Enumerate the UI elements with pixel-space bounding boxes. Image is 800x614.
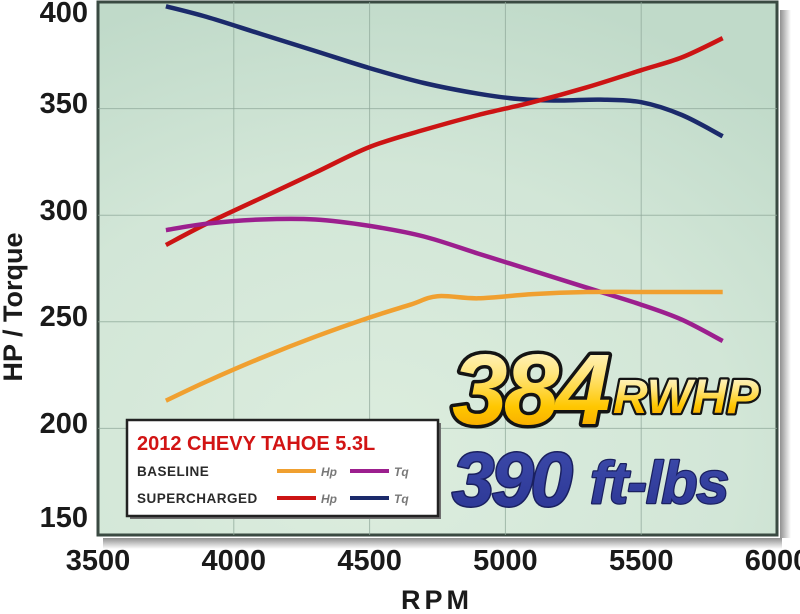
svg-text:Tq: Tq xyxy=(394,492,409,506)
svg-text:350: 350 xyxy=(40,88,88,120)
svg-text:150: 150 xyxy=(40,502,88,534)
svg-text:390: 390 xyxy=(452,438,573,523)
svg-text:4500: 4500 xyxy=(337,545,402,577)
svg-text:BASELINE: BASELINE xyxy=(137,464,209,479)
svg-text:6000: 6000 xyxy=(745,545,800,577)
svg-text:300: 300 xyxy=(40,195,88,227)
svg-text:5000: 5000 xyxy=(473,545,538,577)
svg-text:Hp: Hp xyxy=(321,492,337,506)
svg-text:Hp: Hp xyxy=(321,465,337,479)
svg-text:HP / Torque: HP / Torque xyxy=(0,232,28,381)
svg-text:2012 CHEVY TAHOE 5.3L: 2012 CHEVY TAHOE 5.3L xyxy=(137,433,375,455)
svg-text:384: 384 xyxy=(452,334,609,446)
svg-text:3500: 3500 xyxy=(66,545,131,577)
svg-text:RWHP: RWHP xyxy=(613,371,760,424)
svg-text:ft-lbs: ft-lbs xyxy=(590,450,728,516)
svg-text:400: 400 xyxy=(40,0,88,29)
svg-text:Tq: Tq xyxy=(394,465,409,479)
svg-text:5500: 5500 xyxy=(609,545,674,577)
svg-text:250: 250 xyxy=(40,301,88,333)
svg-text:SUPERCHARGED: SUPERCHARGED xyxy=(137,491,258,506)
svg-text:4000: 4000 xyxy=(202,545,267,577)
svg-text:200: 200 xyxy=(40,408,88,440)
svg-text:RPM: RPM xyxy=(401,585,473,614)
